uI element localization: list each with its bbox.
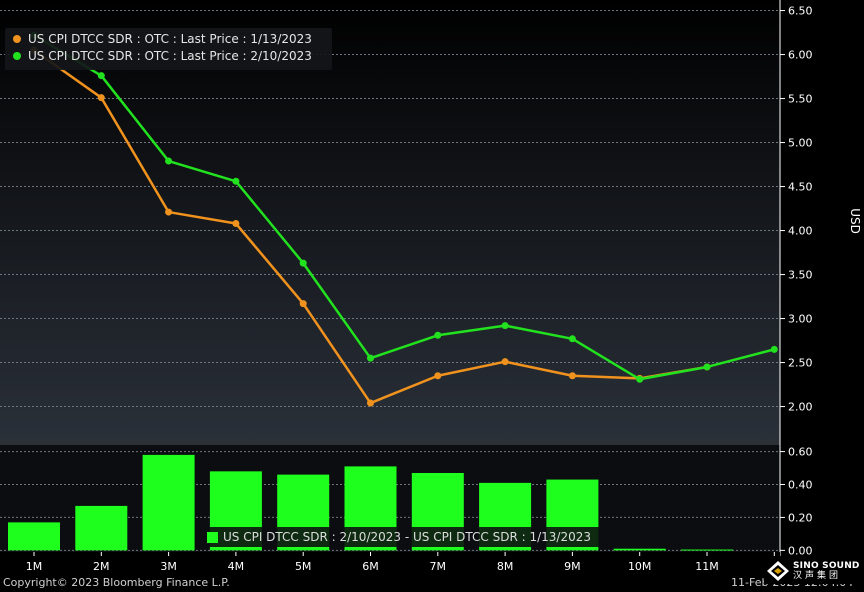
series-line-2 [33,34,775,381]
bar [75,505,128,551]
legend-marker-icon [13,35,21,43]
data-point [367,399,374,407]
x-tick-label: 7M [430,560,447,573]
x-axis: 1M2M3M4M5M6M7M8M9M10M11M1 [0,552,780,576]
bar-y-tick-label: 0.60 [788,446,813,459]
bar [681,549,733,551]
data-point [165,157,173,165]
watermark-name: SINO SOUND [793,560,860,571]
bar [142,454,195,551]
line-panel-background [0,0,780,440]
copyright: Copyright© 2023 Bloomberg Finance L.P. [3,576,230,589]
sino-sound-logo-icon [767,560,789,581]
line-legend: US CPI DTCC SDR : OTC : Last Price : 1/1… [5,28,332,70]
data-point [636,375,644,383]
x-tick-label: 4M [228,560,245,573]
data-point [299,259,307,267]
y-axis-label: USD [848,208,862,234]
data-point [568,335,576,343]
watermark: SINO SOUND 汉声集团 [764,557,860,584]
legend-entry-1[interactable]: US CPI DTCC SDR : OTC : Last Price : 1/1… [13,31,312,47]
y-tick-label: 6.50 [788,5,813,18]
x-tick-label: 2M [93,560,110,573]
data-point [501,322,509,330]
y-tick-label: 3.00 [788,313,813,326]
y-tick-label: 5.50 [788,93,813,106]
data-point [299,300,307,308]
legend-entry-2[interactable]: US CPI DTCC SDR : OTC : Last Price : 2/1… [13,48,312,64]
bar-legend[interactable]: US CPI DTCC SDR : 2/10/2023 - US CPI DTC… [200,527,608,547]
data-point [703,363,711,371]
data-point [434,331,442,339]
data-point [232,177,240,185]
x-tick-label: 6M [362,560,379,573]
panel-splitter[interactable] [0,440,780,445]
x-tick-label: 3M [160,560,177,573]
data-point [501,358,509,366]
y-tick-label: 4.00 [788,225,813,238]
data-point [97,94,105,102]
legend-marker-icon [13,52,21,60]
bar [8,522,60,551]
bar-legend-label: US CPI DTCC SDR : 2/10/2023 - US CPI DTC… [223,530,591,544]
bar-y-tick-label: 0.00 [788,544,813,557]
y-tick-label: 4.50 [788,181,813,194]
x-tick-label: 8M [497,560,514,573]
x-axis-band [0,552,780,576]
data-point [568,372,576,380]
x-tick-label: 11M [695,560,719,573]
y-axis: 6.50 6.00 5.50 5.00 4.50 4.00 3.50 3.00 2.50 2.00… [779,0,862,557]
x-tick-label: 5M [295,560,312,573]
legend-label: US CPI DTCC SDR : OTC : Last Price : 2/1… [28,49,312,63]
data-point [165,208,173,216]
legend-square-icon [207,531,218,543]
line-grid [0,10,780,408]
y-tick-label: 6.00 [788,49,813,62]
y-tick-label: 2.00 [788,401,813,414]
data-point [97,72,105,80]
data-point [770,345,778,353]
x-tick-label: 1M [26,560,43,573]
x-tick-label: 10M [628,560,652,573]
legend-label: US CPI DTCC SDR : OTC : Last Price : 1/1… [28,32,312,46]
bar-y-tick-label: 0.40 [788,479,813,492]
data-point [367,354,374,362]
data-point [434,372,442,380]
y-tick-label: 2.50 [788,357,813,370]
line-series [30,31,778,407]
watermark-name-cn: 汉声集团 [793,570,842,581]
y-tick-label: 5.00 [788,137,813,150]
y-tick-label: 3.50 [788,269,813,282]
data-point [232,220,240,228]
x-tick-label: 9M [564,560,581,573]
bar [613,548,666,551]
bar-y-tick-label: 0.20 [788,511,813,524]
